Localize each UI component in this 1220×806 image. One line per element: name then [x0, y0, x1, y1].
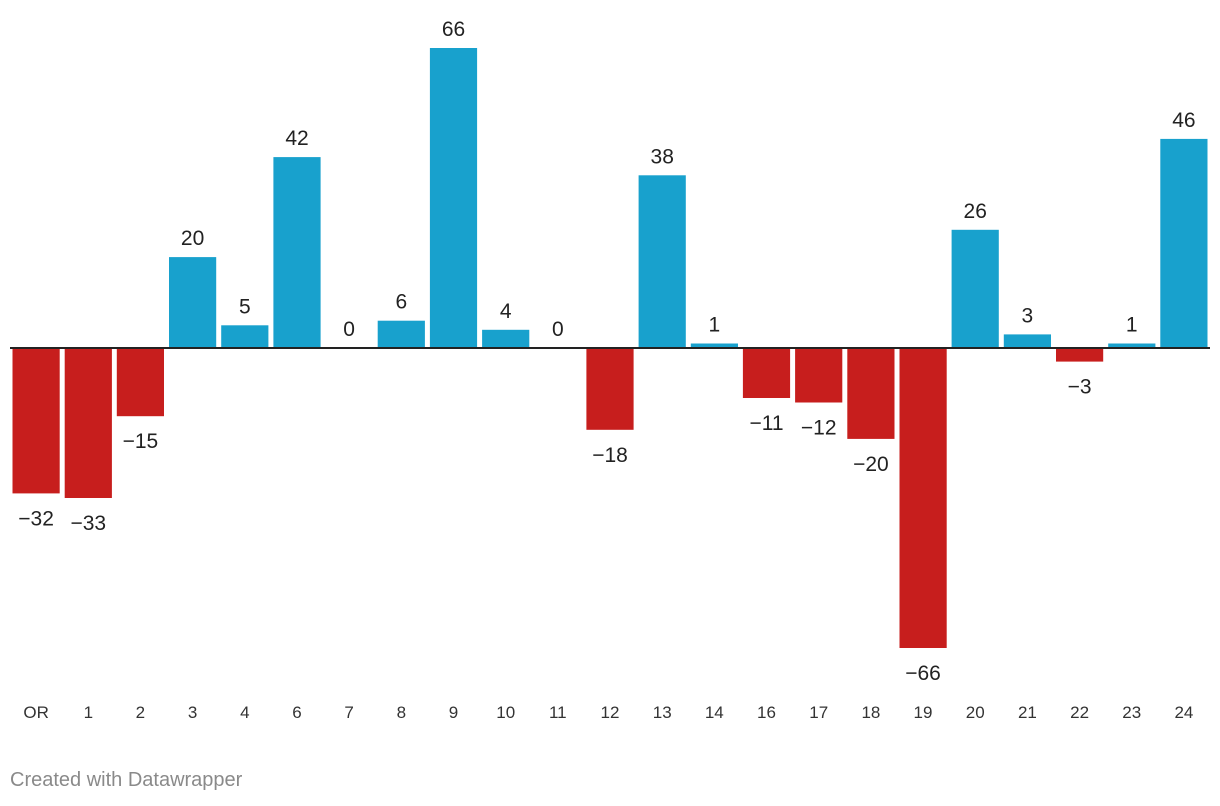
bar-10	[482, 329, 530, 348]
value-label-21: 3	[1022, 304, 1034, 327]
value-label-16: −11	[749, 412, 783, 435]
x-tick-label-3: 3	[188, 703, 197, 722]
x-axis-ticks-group: OR 1 2 3 4 6 7 8 9 10 11 12 13 14 16 17 18 19 20 21 22 23 24	[23, 703, 1193, 722]
x-tick-label-17: 17	[809, 703, 828, 722]
bar-8	[377, 320, 425, 348]
value-label-2: −15	[123, 430, 159, 453]
value-label-14: 1	[708, 314, 720, 337]
value-label-24: 46	[1172, 109, 1195, 132]
x-tick-label-22: 22	[1070, 703, 1089, 722]
value-label-7: 0	[343, 318, 355, 341]
value-label-19: −66	[905, 662, 941, 685]
bar-14	[690, 343, 738, 348]
value-label-11: 0	[552, 318, 564, 341]
x-tick-label-21: 21	[1018, 703, 1037, 722]
bar-19	[899, 348, 947, 648]
bar-1	[64, 348, 112, 498]
bar-9	[429, 48, 478, 348]
x-tick-label-2: 2	[136, 703, 145, 722]
bar-16	[742, 348, 791, 398]
value-label-22: −3	[1068, 376, 1092, 399]
bar-2	[116, 348, 164, 417]
bar-13	[638, 175, 686, 348]
x-tick-label-8: 8	[397, 703, 406, 722]
bar-23	[1108, 343, 1156, 348]
value-label-20: 26	[964, 200, 987, 223]
x-tick-label-20: 20	[966, 703, 985, 722]
x-tick-label-19: 19	[914, 703, 933, 722]
value-label-9: 66	[442, 18, 465, 41]
value-label-10: 4	[500, 300, 512, 323]
value-label-13: 38	[651, 145, 674, 168]
value-label-OR: −32	[18, 507, 54, 530]
bar-OR	[12, 348, 60, 494]
bar-3	[169, 257, 217, 348]
value-label-17: −12	[801, 417, 837, 440]
bar-17	[795, 348, 843, 403]
value-label-1: −33	[70, 512, 106, 535]
value-label-8: 6	[395, 291, 407, 314]
bar-4	[221, 325, 269, 348]
bars-group	[12, 48, 1208, 648]
bar-12	[586, 348, 634, 430]
x-tick-label-14: 14	[705, 703, 724, 722]
x-tick-label-18: 18	[861, 703, 880, 722]
value-label-12: −18	[592, 444, 628, 467]
x-tick-label-OR: OR	[23, 703, 49, 722]
bar-24	[1160, 138, 1208, 348]
bar-22	[1056, 348, 1104, 362]
value-label-3: 20	[181, 227, 204, 250]
value-label-18: −20	[853, 453, 889, 476]
x-tick-label-6: 6	[292, 703, 301, 722]
x-tick-label-24: 24	[1174, 703, 1193, 722]
x-tick-label-10: 10	[496, 703, 515, 722]
datawrapper-credit: Created with Datawrapper	[10, 769, 243, 791]
value-label-4: 5	[239, 295, 251, 318]
x-tick-label-11: 11	[549, 703, 567, 722]
x-tick-label-13: 13	[653, 703, 672, 722]
value-label-6: 42	[285, 127, 308, 150]
x-tick-label-9: 9	[449, 703, 458, 722]
bar-18	[847, 348, 895, 439]
bar-21	[1003, 334, 1051, 348]
x-tick-label-1: 1	[84, 703, 93, 722]
value-label-23: 1	[1126, 314, 1138, 337]
bar-20	[951, 229, 999, 348]
x-tick-label-12: 12	[601, 703, 620, 722]
x-tick-label-7: 7	[344, 703, 353, 722]
x-tick-label-4: 4	[240, 703, 249, 722]
x-tick-label-23: 23	[1122, 703, 1141, 722]
x-tick-label-16: 16	[757, 703, 776, 722]
bar-6	[273, 157, 321, 348]
